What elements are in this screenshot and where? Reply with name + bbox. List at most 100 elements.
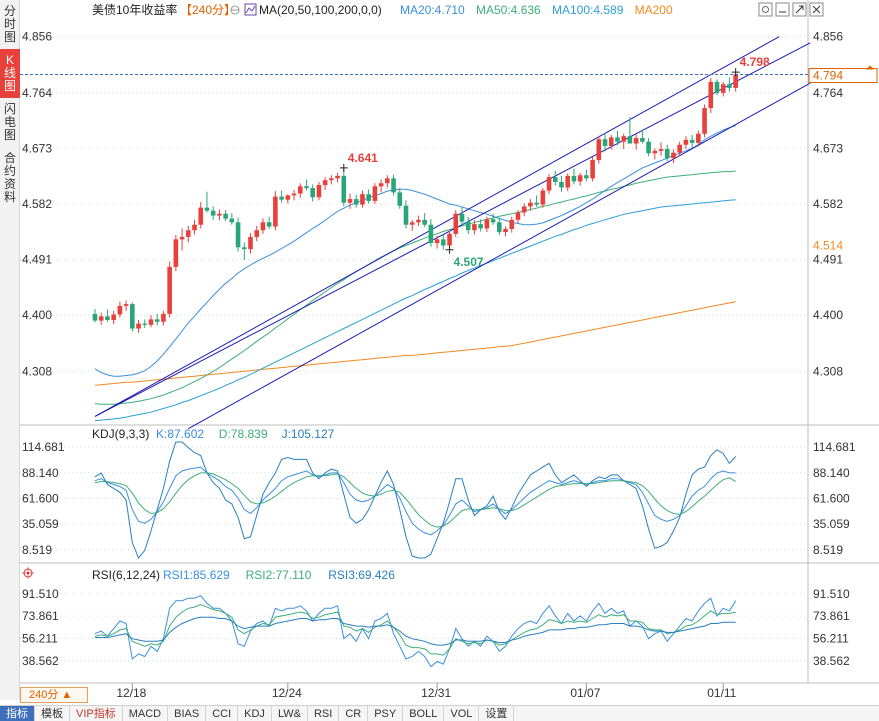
- candle-body: [528, 202, 533, 207]
- ma-params: MA(20,50,100,200,0,0): [259, 3, 382, 17]
- ma50-line: [94, 170, 736, 405]
- y-tick-right: 61.600: [813, 491, 850, 505]
- candle-body: [596, 139, 602, 160]
- hide-circle-icon[interactable]: [230, 5, 240, 15]
- candle-body: [98, 316, 104, 321]
- candle-body: [608, 137, 614, 146]
- candle-body: [192, 224, 197, 231]
- candle: [708, 78, 714, 113]
- candle-body: [92, 313, 98, 321]
- y-tick-right: 4.308: [813, 364, 843, 378]
- candle-body: [521, 206, 527, 213]
- bottom-tab-boll[interactable]: BOLL: [403, 705, 445, 721]
- candle-body: [117, 305, 123, 315]
- period-selector[interactable]: 240分 ▲: [20, 687, 88, 703]
- candle: [372, 183, 378, 204]
- candle-body: [341, 175, 347, 203]
- candle: [503, 226, 508, 237]
- candle: [266, 216, 272, 229]
- candle-body: [515, 212, 521, 220]
- indicator-chart-icon[interactable]: [244, 3, 257, 16]
- y-tick-right: 35.059: [813, 517, 850, 531]
- candle: [658, 142, 664, 156]
- side-tab-contract-info[interactable]: 合约资料: [0, 147, 20, 209]
- price-marker-icon: [866, 65, 874, 70]
- candle: [229, 213, 235, 225]
- candle-body: [186, 230, 191, 237]
- candle-body: [353, 199, 359, 205]
- y-tick-left: 38.562: [22, 654, 59, 668]
- legend-value: K:87.602: [156, 427, 204, 441]
- candle: [148, 315, 154, 328]
- bottom-tab-kdj[interactable]: KDJ: [238, 705, 272, 721]
- y-tick-right: 114.681: [813, 440, 856, 454]
- bottom-tab-vol[interactable]: VOL: [444, 705, 480, 721]
- bottom-tab-vip[interactable]: VIP指标: [70, 705, 123, 721]
- candle: [353, 194, 359, 208]
- candle-body: [123, 304, 129, 306]
- annotation-label: 4.641: [348, 151, 378, 165]
- annotation-marker: [339, 163, 348, 172]
- candle: [584, 169, 589, 182]
- bottom-tab-13[interactable]: 设置: [479, 705, 515, 721]
- legend-value: MA20:4.710: [400, 3, 465, 17]
- candle: [397, 188, 403, 209]
- y-tick-right: 88.140: [813, 466, 850, 480]
- candle: [521, 203, 527, 217]
- bottom-tab-lw[interactable]: LW&: [272, 705, 308, 721]
- y-tick-left: 8.519: [22, 543, 52, 557]
- legend-value: MA50:4.636: [476, 3, 541, 17]
- candle: [602, 133, 608, 152]
- candle-body: [422, 219, 427, 225]
- candle: [105, 309, 110, 322]
- bottom-tab-psy[interactable]: PSY: [368, 705, 404, 721]
- candle-body: [652, 150, 658, 154]
- candle-body: [534, 202, 539, 205]
- candle-body: [385, 178, 390, 184]
- side-tab-timeshare[interactable]: 分时图: [0, 0, 20, 49]
- candle-body: [559, 181, 564, 188]
- candle-body: [671, 152, 676, 159]
- y-tick-right: 91.510: [813, 587, 850, 601]
- candle-body: [490, 219, 496, 223]
- period-tag: 【240分】: [180, 3, 236, 17]
- expand-icon[interactable]: [792, 2, 807, 17]
- bottom-tab-macd[interactable]: MACD: [123, 705, 169, 721]
- candle-body: [173, 239, 179, 267]
- bottom-tab-0[interactable]: 指标: [0, 705, 35, 721]
- candle-body: [714, 81, 720, 93]
- bottom-tab-cci[interactable]: CCI: [206, 705, 239, 721]
- kdj-panel: 114.681 114.681 88.140 88.140 61.600 61.600 35…: [20, 440, 856, 559]
- candle-body: [217, 213, 222, 216]
- bottom-tab-bias[interactable]: BIAS: [168, 705, 207, 721]
- chart-area[interactable]: 美债10年收益率 【240分】 MA(20,50,100,200,0,0) MA…: [20, 0, 879, 705]
- candle-body: [366, 194, 371, 201]
- candle: [130, 302, 135, 332]
- moving-average-lines: [94, 125, 736, 422]
- candle: [441, 235, 446, 250]
- candle: [696, 130, 701, 147]
- candle: [720, 81, 726, 97]
- target-icon[interactable]: [22, 567, 34, 579]
- candle-body: [509, 219, 515, 229]
- candle-body: [472, 224, 477, 231]
- candle: [142, 319, 148, 328]
- bottom-tab-1[interactable]: 模板: [35, 705, 70, 721]
- bottom-tab-rsi[interactable]: RSI: [308, 705, 340, 721]
- settings-icon[interactable]: [758, 2, 773, 17]
- candle: [478, 219, 483, 232]
- legend-value: RSI1:85.629: [163, 568, 230, 582]
- bottom-tab-cr[interactable]: CR: [339, 705, 369, 721]
- minimize-icon[interactable]: [775, 2, 790, 17]
- series-j-line: [94, 441, 737, 559]
- side-tab-flash[interactable]: 闪电图: [0, 98, 20, 147]
- candle-body: [304, 186, 309, 189]
- candle: [428, 219, 434, 247]
- candle-body: [546, 177, 552, 191]
- candle: [677, 141, 682, 157]
- close-icon[interactable]: [809, 2, 824, 17]
- candle: [577, 172, 583, 186]
- candle: [223, 210, 228, 222]
